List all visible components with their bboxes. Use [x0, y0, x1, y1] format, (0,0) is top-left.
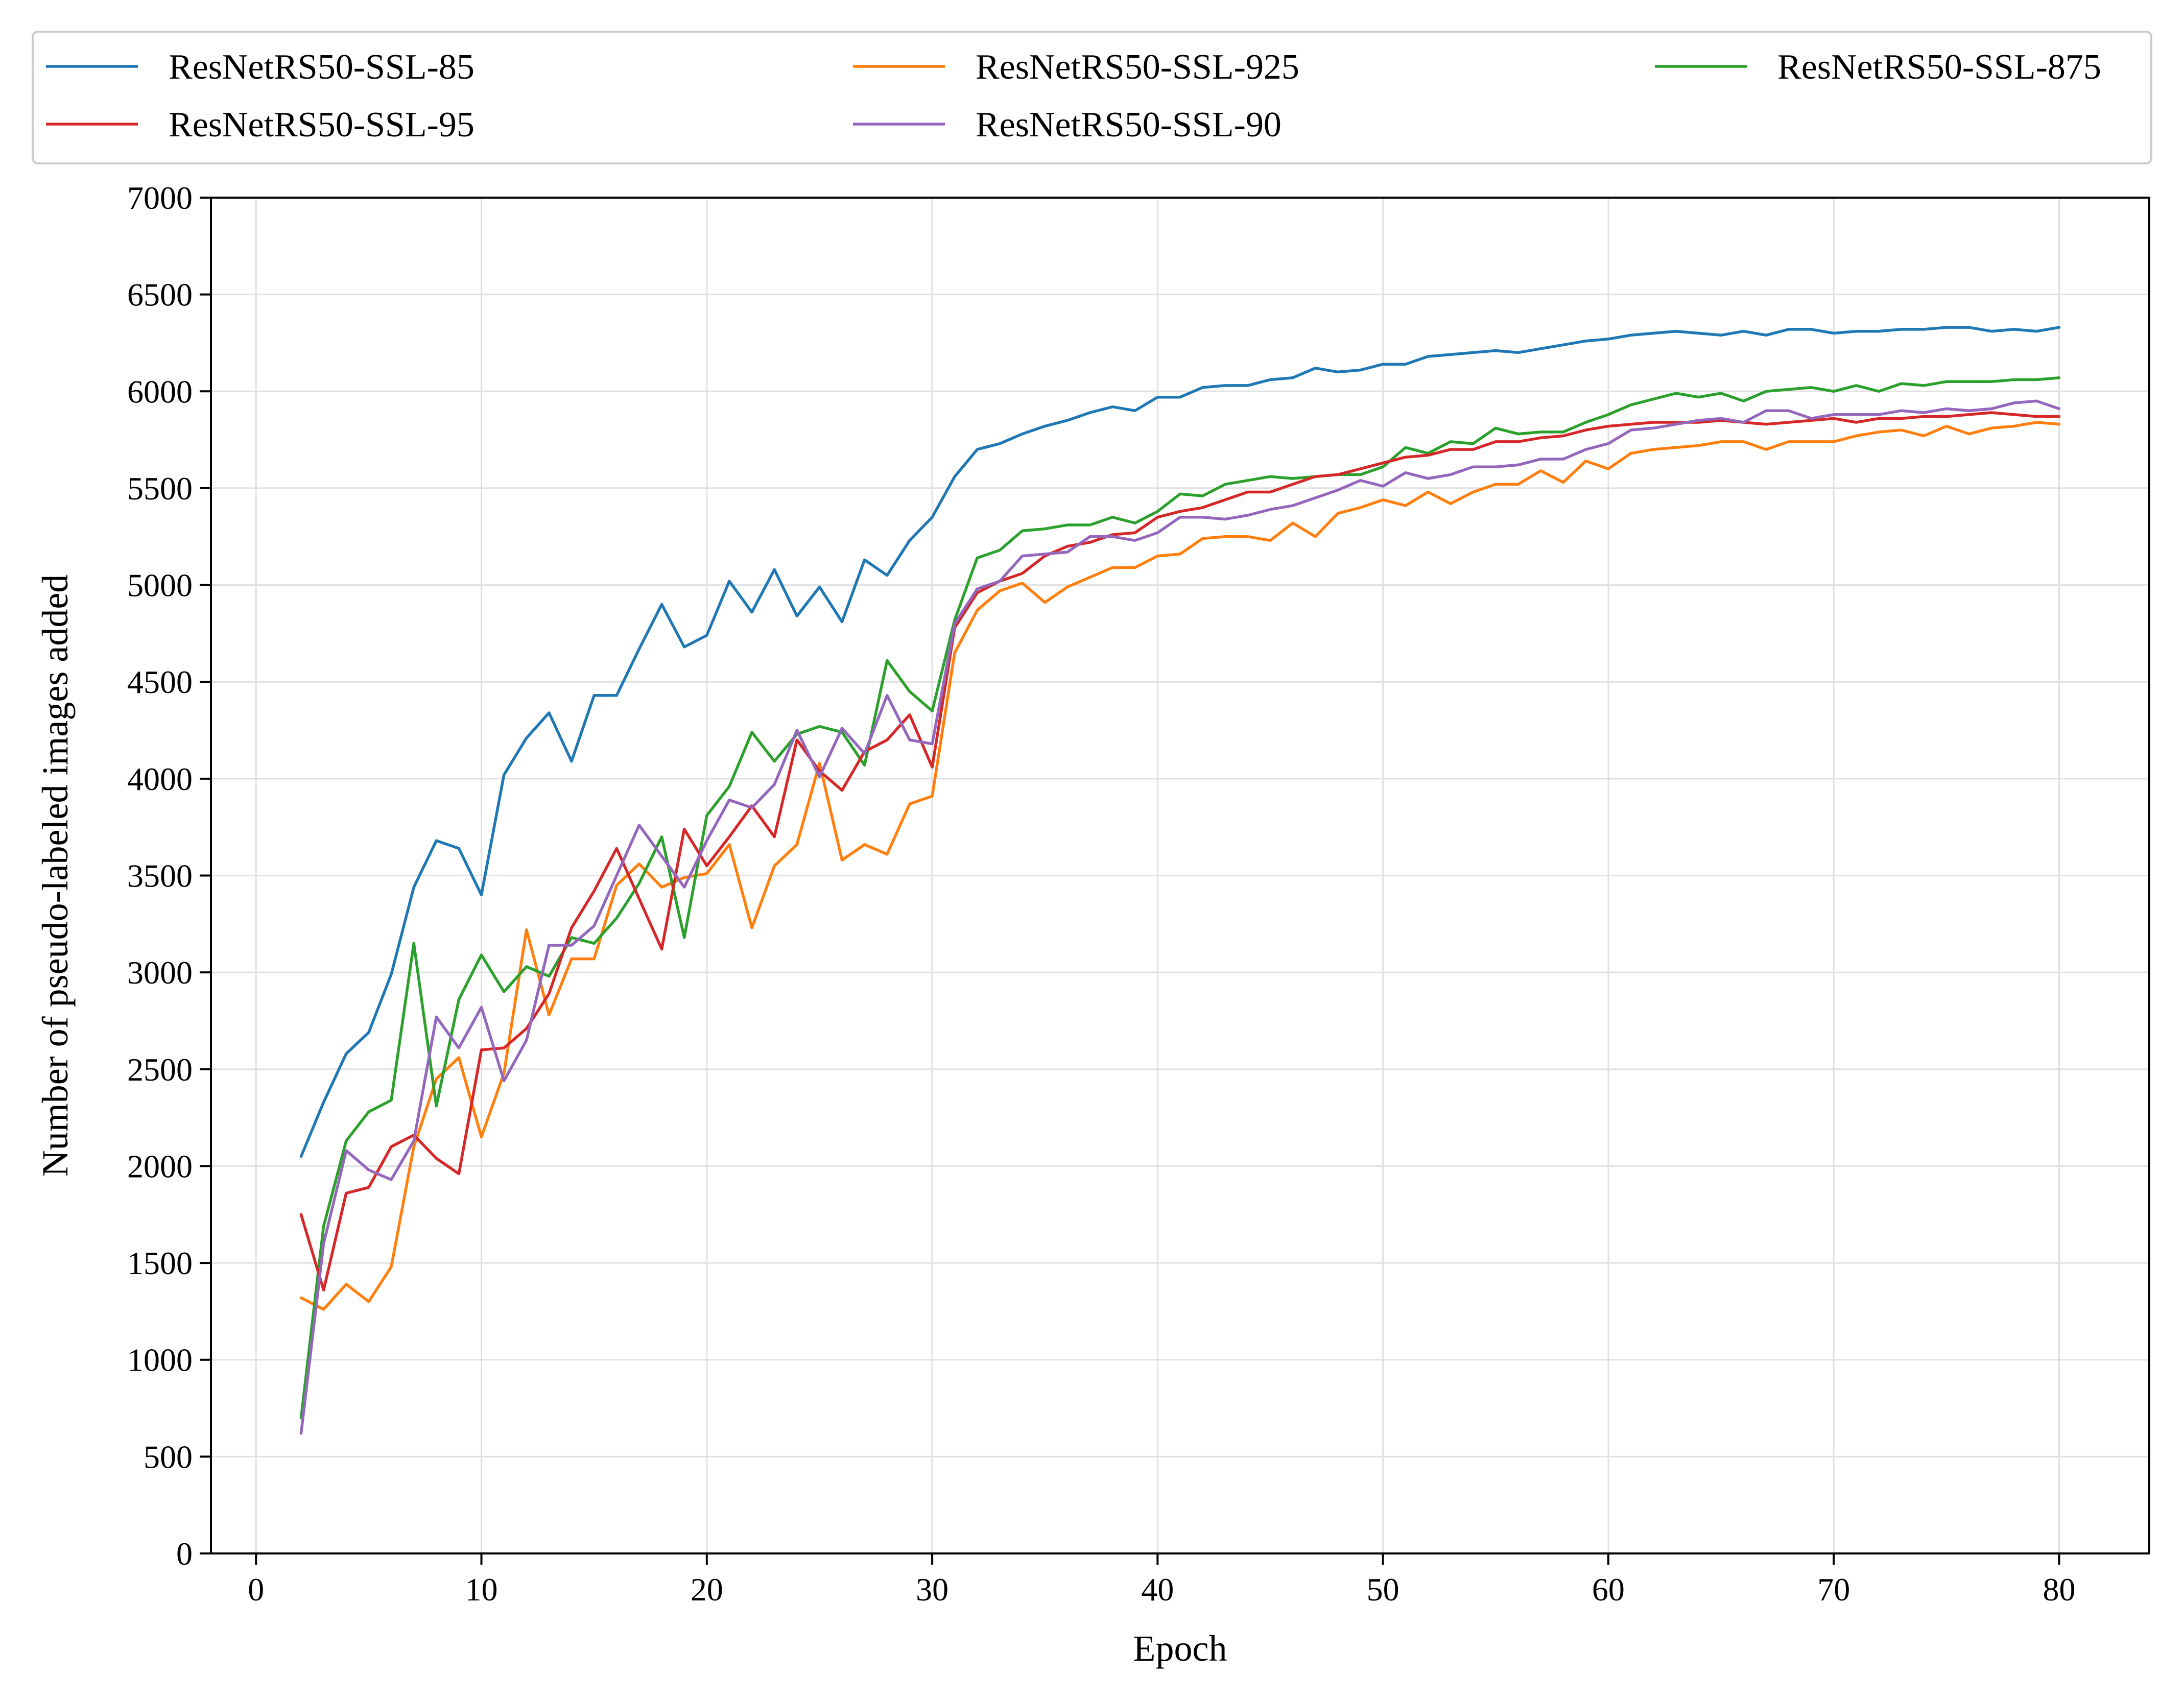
x-tick-label: 0 — [248, 1571, 264, 1608]
y-tick-label: 6500 — [127, 277, 193, 313]
y-tick-label: 5000 — [127, 567, 193, 604]
series-lines — [299, 326, 2061, 1435]
y-tick-label: 3000 — [127, 954, 193, 991]
x-tick-label: 70 — [1817, 1571, 1850, 1608]
y-tick-label: 5500 — [127, 470, 193, 507]
y-tick-label: 500 — [144, 1439, 193, 1475]
y-tick-label: 2500 — [127, 1051, 193, 1088]
y-tick-label: 7000 — [127, 180, 193, 216]
x-tick-label: 40 — [1141, 1571, 1174, 1608]
x-axis-label: Epoch — [1133, 1628, 1227, 1669]
y-tick-label: 1000 — [127, 1342, 193, 1378]
legend-label: ResNetRS50-SSL-925 — [976, 47, 1299, 87]
series-line-5 — [299, 399, 2061, 1435]
y-tick-label: 1500 — [127, 1245, 193, 1281]
x-tick-label: 30 — [916, 1571, 948, 1608]
gridlines — [211, 197, 2149, 1554]
x-tick-label: 20 — [691, 1571, 723, 1608]
y-tick-label: 4500 — [127, 664, 193, 700]
series-line-3 — [299, 376, 2061, 1420]
y-tick-label: 0 — [176, 1536, 193, 1572]
legend: ResNetRS50-SSL-85 ResNetRS50-SSL-925 ResNe… — [32, 31, 2152, 164]
series-line-4 — [299, 411, 2061, 1291]
legend-label: ResNetRS50-SSL-95 — [169, 105, 474, 145]
y-tick-label: 2000 — [127, 1148, 193, 1184]
legend-label: ResNetRS50-SSL-875 — [1777, 47, 2101, 87]
legend-label: ResNetRS50-SSL-90 — [976, 105, 1281, 145]
axis-ticks: 0 10 20 30 40 50 60 70 80 0 500 1000 1500 2000 2500 300… — [127, 180, 2075, 1608]
y-tick-label: 3500 — [127, 858, 193, 894]
x-tick-label: 10 — [465, 1571, 498, 1608]
series-line-1 — [299, 326, 2061, 1158]
legend-label: ResNetRS50-SSL-85 — [169, 47, 474, 87]
y-tick-label: 4000 — [127, 761, 193, 797]
x-tick-label: 50 — [1367, 1571, 1399, 1608]
x-tick-label: 60 — [1592, 1571, 1625, 1608]
x-tick-label: 80 — [2043, 1571, 2075, 1608]
y-axis-label: Number of pseudo-labeled images added — [35, 575, 76, 1177]
legend-box — [32, 31, 2152, 164]
series-line-2 — [299, 421, 2061, 1311]
y-tick-label: 6000 — [127, 373, 193, 410]
